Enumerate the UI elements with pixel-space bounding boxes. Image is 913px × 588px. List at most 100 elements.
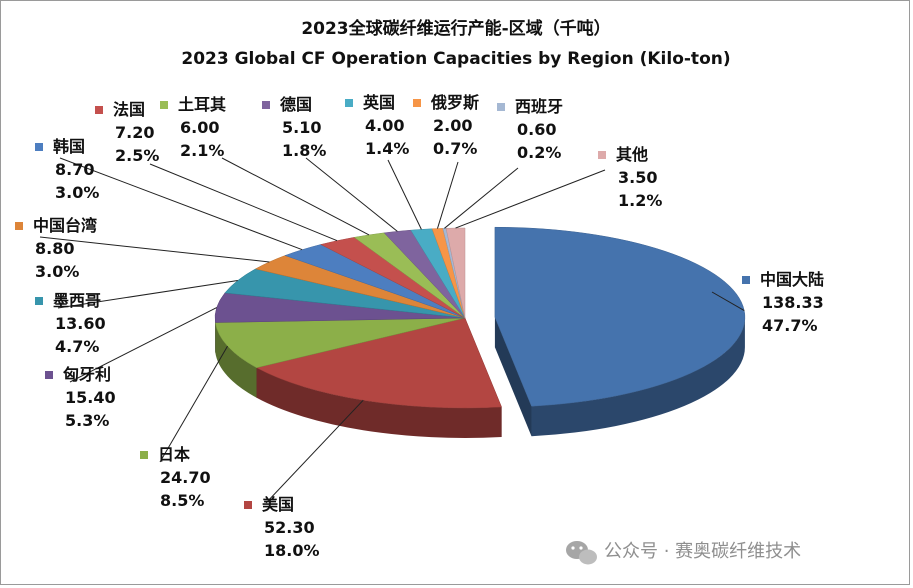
slice-label-name: 俄罗斯 [430, 93, 479, 112]
slice-其他 [445, 227, 466, 319]
label-土耳其: 土耳其 6.00 2.1% [160, 95, 226, 160]
legend-key-西班牙 [497, 103, 505, 111]
slice-label-value: 7.20 [115, 123, 154, 142]
leader-美国 [265, 399, 364, 504]
slice-label-percent: 8.5% [160, 491, 204, 510]
slice-label-value: 24.70 [160, 468, 211, 487]
legend-key-土耳其 [160, 101, 168, 109]
label-墨西哥: 墨西哥 13.60 4.7% [35, 291, 106, 356]
leader-其他 [455, 169, 606, 229]
legend-key-其他 [598, 151, 606, 159]
label-德国: 德国 5.10 1.8% [262, 95, 326, 160]
slice-label-percent: 1.2% [618, 191, 662, 210]
label-英国: 英国 4.00 1.4% [345, 93, 409, 158]
slice-label-percent: 2.5% [115, 146, 159, 165]
slice-label-value: 8.70 [55, 160, 94, 179]
watermark-text: 公众号 · 赛奥碳纤维技术 [604, 541, 801, 562]
slice-wall-0-1 [494, 317, 532, 437]
slice-label-percent: 0.2% [517, 143, 561, 162]
legend-key-中国大陆 [742, 276, 750, 284]
leader-中国台湾 [39, 236, 270, 263]
slice-label-name: 墨西哥 [53, 291, 101, 310]
slice-label-percent: 2.1% [180, 141, 224, 160]
label-中国大陆: 中国大陆 138.33 47.7% [742, 270, 824, 335]
leader-日本 [159, 345, 228, 463]
slice-label-value: 4.00 [365, 116, 404, 135]
slice-label-value: 6.00 [180, 118, 219, 137]
slice-labels: 中国大陆 138.33 47.7% 美国 52.30 18.0% 日本 24.70 8.5% 匈牙… [15, 93, 824, 560]
slice-label-name: 德国 [280, 95, 312, 114]
slice-label-value: 5.10 [282, 118, 321, 137]
slice-label-percent: 4.7% [55, 337, 99, 356]
label-西班牙: 西班牙 0.60 0.2% [497, 97, 563, 162]
legend-key-美国 [244, 501, 252, 509]
legend-key-墨西哥 [35, 297, 43, 305]
leader-德国 [305, 157, 398, 232]
slice-label-value: 15.40 [65, 388, 116, 407]
label-中国台湾: 中国台湾 8.80 3.0% [15, 216, 97, 281]
slice-label-name: 韩国 [53, 137, 85, 156]
legend-key-法国 [95, 106, 103, 114]
legend-key-德国 [262, 101, 270, 109]
leader-lines [39, 157, 745, 504]
slice-label-value: 0.60 [517, 120, 556, 139]
slice-label-name: 英国 [362, 93, 395, 112]
slice-label-name: 西班牙 [515, 97, 563, 116]
leader-西班牙 [444, 167, 519, 229]
leader-土耳其 [221, 157, 370, 236]
chart-subtitle: 2023 Global CF Operation Capacities by R… [181, 49, 730, 69]
label-俄罗斯: 俄罗斯 2.00 0.7% [413, 93, 479, 158]
slice-side-0-0 [531, 317, 745, 437]
label-韩国: 韩国 8.70 3.0% [35, 137, 99, 202]
slice-label-percent: 1.8% [282, 141, 326, 160]
slice-side-2-0 [215, 322, 257, 398]
slice-label-name: 法国 [113, 100, 145, 119]
legend-key-匈牙利 [45, 371, 53, 379]
slice-label-percent: 3.0% [35, 262, 79, 281]
slice-label-percent: 5.3% [65, 411, 109, 430]
slice-label-value: 52.30 [264, 518, 315, 537]
label-其他: 其他 3.50 1.2% [598, 145, 662, 210]
slice-label-percent: 0.7% [433, 139, 477, 158]
leader-中国大陆 [711, 291, 745, 312]
slice-label-name: 匈牙利 [62, 365, 111, 384]
slice-label-value: 8.80 [35, 239, 74, 258]
slice-label-percent: 1.4% [365, 139, 409, 158]
leader-英国 [387, 159, 422, 230]
slice-日本 [215, 317, 466, 368]
watermark: 公众号 · 赛奥碳纤维技术 [566, 541, 801, 565]
label-法国: 法国 7.20 2.5% [95, 100, 159, 165]
wechat-icon [566, 541, 597, 565]
legend-key-俄罗斯 [413, 99, 421, 107]
legend-key-韩国 [35, 143, 43, 151]
slice-label-percent: 3.0% [55, 183, 99, 202]
slice-label-value: 138.33 [762, 293, 824, 312]
slice-label-value: 2.00 [433, 116, 472, 135]
slice-label-name: 日本 [158, 445, 190, 464]
slice-label-name: 土耳其 [178, 95, 226, 114]
label-匈牙利: 匈牙利 15.40 5.3% [45, 365, 116, 430]
leader-匈牙利 [69, 307, 217, 383]
slice-label-name: 中国大陆 [760, 270, 824, 289]
legend-key-英国 [345, 99, 353, 107]
leader-法国 [149, 163, 338, 242]
label-日本: 日本 24.70 8.5% [140, 445, 211, 510]
legend-key-中国台湾 [15, 222, 23, 230]
leader-墨西哥 [57, 279, 238, 309]
slice-label-name: 美国 [262, 495, 294, 514]
slice-side-1-0 [256, 367, 502, 438]
slice-label-percent: 18.0% [264, 541, 320, 560]
label-美国: 美国 52.30 18.0% [244, 495, 320, 560]
legend-key-日本 [140, 451, 148, 459]
slice-label-name: 其他 [616, 145, 648, 164]
slice-label-name: 中国台湾 [33, 216, 97, 235]
slice-label-value: 3.50 [618, 168, 657, 187]
chart-title: 2023全球碳纤维运行产能-区域（千吨） [301, 18, 610, 39]
slice-label-value: 13.60 [55, 314, 106, 333]
slice-label-percent: 47.7% [762, 316, 818, 335]
pie-tops [214, 226, 746, 409]
leader-俄罗斯 [436, 161, 459, 229]
leader-韩国 [59, 157, 303, 251]
